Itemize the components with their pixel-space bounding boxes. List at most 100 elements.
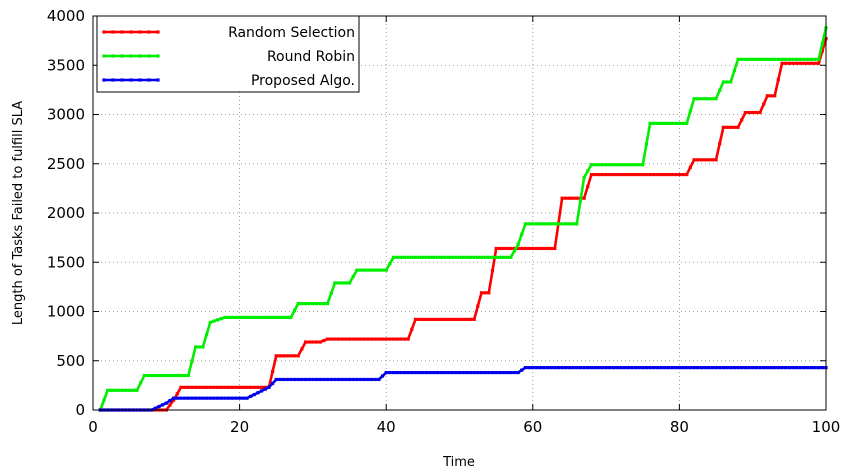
data-point xyxy=(208,320,212,324)
data-point xyxy=(501,370,506,375)
data-point xyxy=(314,302,319,306)
data-point xyxy=(384,268,388,272)
data-point xyxy=(813,61,817,65)
data-point xyxy=(608,366,612,370)
data-point xyxy=(652,121,656,125)
data-point xyxy=(428,255,432,259)
data-point xyxy=(817,366,821,370)
data-point xyxy=(549,222,553,226)
data-point xyxy=(523,366,528,370)
data-point xyxy=(798,366,802,370)
data-point xyxy=(270,381,275,386)
data-point xyxy=(520,246,524,251)
data-point xyxy=(333,281,337,285)
data-point xyxy=(238,396,242,400)
data-point xyxy=(681,121,685,125)
data-point xyxy=(721,125,725,129)
data-point xyxy=(644,366,649,370)
data-point xyxy=(395,337,399,341)
data-point xyxy=(373,268,377,272)
data-point xyxy=(340,281,344,285)
data-point xyxy=(575,366,579,370)
data-point xyxy=(615,172,619,177)
data-point xyxy=(391,337,396,341)
data-point xyxy=(219,385,223,389)
data-point xyxy=(707,158,711,162)
data-point xyxy=(300,347,304,351)
data-point xyxy=(391,255,396,259)
legend-marker xyxy=(111,30,115,34)
data-point xyxy=(787,61,791,65)
data-point xyxy=(311,377,315,382)
data-point xyxy=(234,396,238,400)
data-point xyxy=(186,385,190,389)
data-point xyxy=(483,255,487,259)
data-point xyxy=(131,388,135,392)
data-point xyxy=(615,366,619,370)
data-point xyxy=(194,385,198,389)
data-point xyxy=(270,369,275,374)
data-point xyxy=(461,317,465,321)
data-point xyxy=(736,125,740,129)
data-point xyxy=(743,110,747,115)
data-point xyxy=(285,354,289,358)
data-point xyxy=(399,255,403,259)
data-point xyxy=(787,366,791,370)
data-point xyxy=(161,403,165,407)
data-point xyxy=(172,396,176,400)
data-point xyxy=(208,385,212,389)
data-point xyxy=(534,366,539,370)
data-point xyxy=(388,337,392,341)
data-point xyxy=(336,377,341,382)
data-point xyxy=(413,317,418,321)
data-point xyxy=(483,291,487,295)
data-point xyxy=(586,169,590,173)
data-point xyxy=(157,404,161,409)
data-point xyxy=(454,317,458,321)
data-point xyxy=(707,97,711,101)
data-point xyxy=(619,172,623,177)
data-point xyxy=(586,184,590,189)
data-point xyxy=(190,359,194,363)
data-point xyxy=(740,118,744,122)
data-point xyxy=(505,246,509,251)
y-tick-label: 2000 xyxy=(47,204,85,222)
data-point xyxy=(153,373,157,378)
data-point xyxy=(670,121,674,125)
data-point xyxy=(281,315,286,320)
data-point xyxy=(604,172,608,177)
data-point xyxy=(208,396,212,400)
data-point xyxy=(186,373,190,378)
data-point xyxy=(740,57,744,61)
data-point xyxy=(688,109,692,113)
data-point xyxy=(732,366,736,370)
data-point xyxy=(248,315,253,320)
data-point xyxy=(641,172,645,177)
data-point xyxy=(369,377,374,382)
x-axis-label: Time xyxy=(442,455,475,470)
data-point xyxy=(582,366,586,370)
data-point xyxy=(435,370,440,375)
data-point xyxy=(648,366,652,370)
data-point xyxy=(571,222,575,226)
data-point xyxy=(259,385,264,389)
data-point xyxy=(677,172,681,177)
data-point xyxy=(663,121,667,125)
legend-label-2: Proposed Algo. xyxy=(251,73,355,89)
x-tick-label: 0 xyxy=(88,418,98,436)
data-point xyxy=(703,158,707,162)
legend-marker xyxy=(102,54,106,58)
data-point xyxy=(663,172,667,177)
data-point xyxy=(795,61,799,65)
data-point xyxy=(263,315,267,320)
data-point xyxy=(659,366,663,370)
data-point xyxy=(439,255,443,259)
data-point xyxy=(604,163,608,167)
data-point xyxy=(248,394,253,398)
data-point xyxy=(245,396,249,400)
data-point xyxy=(666,121,671,125)
data-point xyxy=(542,222,546,226)
data-point xyxy=(637,172,641,177)
data-point xyxy=(490,370,495,375)
data-point xyxy=(303,377,308,382)
